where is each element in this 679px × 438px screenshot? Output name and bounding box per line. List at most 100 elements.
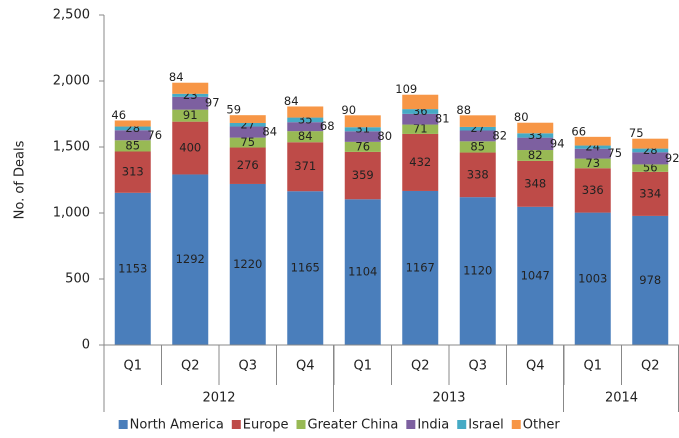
bar-segment	[459, 130, 496, 142]
data-label: 90	[341, 103, 356, 117]
data-label: 80	[514, 110, 529, 124]
data-label: 76	[355, 139, 370, 153]
data-label: 46	[111, 108, 126, 122]
x-tick-label: Q2	[411, 359, 430, 374]
x-tick-label: Q2	[181, 359, 200, 374]
data-label: 1047	[521, 268, 550, 282]
bar-segment	[287, 191, 324, 345]
bar-segment	[402, 190, 439, 345]
y-axis-label: No. of Deals	[13, 140, 28, 219]
data-label: 82	[528, 148, 543, 162]
data-label: 336	[582, 183, 604, 197]
data-label: 85	[125, 138, 140, 152]
bar-segment	[287, 117, 324, 123]
data-label: 71	[413, 122, 428, 136]
data-label: 75	[629, 126, 644, 140]
bar-segment	[172, 174, 209, 345]
group-label: 2013	[432, 391, 465, 406]
bar-segment	[517, 133, 554, 138]
data-label: 75	[240, 135, 255, 149]
bar-segment	[344, 151, 381, 200]
y-tick-label: 2,500	[53, 8, 90, 23]
bar-segment	[574, 136, 611, 146]
data-label: 84	[262, 125, 277, 139]
x-tick-label: Q1	[583, 359, 602, 374]
data-label: 84	[298, 129, 313, 143]
bar-segment	[632, 152, 669, 165]
bar-segment	[172, 109, 209, 122]
legend-label: Greater China	[308, 418, 399, 433]
legend-swatch	[231, 420, 241, 429]
data-label: 432	[409, 155, 431, 169]
data-label: 59	[226, 103, 241, 117]
x-tick-label: Q1	[123, 359, 142, 374]
bar-segment	[229, 115, 266, 123]
data-label: 75	[607, 146, 622, 160]
y-tick-label: 2,000	[53, 74, 90, 89]
bar-segment	[229, 183, 266, 345]
bar-segment	[229, 137, 266, 148]
bar-segment	[172, 93, 209, 97]
group-label: 2012	[202, 391, 235, 406]
legend-swatch	[118, 420, 128, 429]
bar-segment	[574, 168, 611, 213]
bar-segment	[632, 138, 669, 149]
data-label: 978	[639, 273, 661, 287]
bar-segment	[229, 126, 266, 138]
bar-segment	[344, 199, 381, 345]
bar-segment	[287, 142, 324, 192]
bar-segment	[459, 197, 496, 345]
legend-label: India	[417, 418, 449, 433]
bar-segment	[114, 151, 151, 193]
bar-segment	[632, 148, 669, 153]
bar-segment	[459, 152, 496, 198]
data-label: 97	[205, 96, 220, 110]
bar-segment	[632, 215, 669, 345]
legend-label: Europe	[243, 418, 289, 433]
bar-segment	[402, 113, 439, 125]
bar-segment	[402, 109, 439, 114]
bar-segment	[574, 212, 611, 345]
y-tick-label: 0	[82, 338, 90, 353]
data-label: 1167	[406, 260, 435, 274]
bar-segment	[287, 131, 324, 143]
bar-segment	[229, 147, 266, 184]
bar-segment	[517, 160, 554, 207]
bar-segment	[344, 131, 381, 142]
bar-segment	[459, 141, 496, 153]
bar-segment	[517, 150, 554, 161]
bar-segment	[574, 145, 611, 149]
data-label: 82	[492, 128, 507, 142]
x-tick-label: Q3	[238, 359, 257, 374]
bar-segment	[632, 171, 669, 216]
data-label: 92	[665, 151, 679, 165]
legend-label: North America	[130, 418, 224, 433]
data-label: 68	[320, 119, 335, 133]
bar-segment	[114, 140, 151, 152]
bar-segment	[172, 96, 209, 110]
data-label: 88	[456, 103, 471, 117]
data-label: 91	[183, 108, 198, 122]
legend-swatch	[406, 420, 416, 429]
bar-segment	[402, 94, 439, 110]
x-tick-label: Q4	[526, 359, 545, 374]
legend-label: Israel	[468, 418, 504, 433]
data-label: 1120	[463, 264, 492, 278]
bar-segment	[574, 158, 611, 169]
data-label: 76	[147, 128, 162, 142]
data-label: 73	[585, 156, 600, 170]
data-label: 276	[237, 158, 259, 172]
bar-segment	[344, 141, 381, 152]
data-label: 66	[571, 124, 586, 138]
y-tick-label: 1,000	[53, 206, 90, 221]
data-label: 1153	[118, 261, 147, 275]
bar-segment	[344, 127, 381, 132]
data-label: 359	[352, 168, 374, 182]
x-tick-label: Q1	[353, 359, 372, 374]
bar-segment	[517, 122, 554, 134]
bar-segment	[459, 126, 496, 131]
data-label: 1104	[348, 265, 377, 279]
data-label: 84	[284, 94, 299, 108]
data-label: 85	[470, 139, 485, 153]
